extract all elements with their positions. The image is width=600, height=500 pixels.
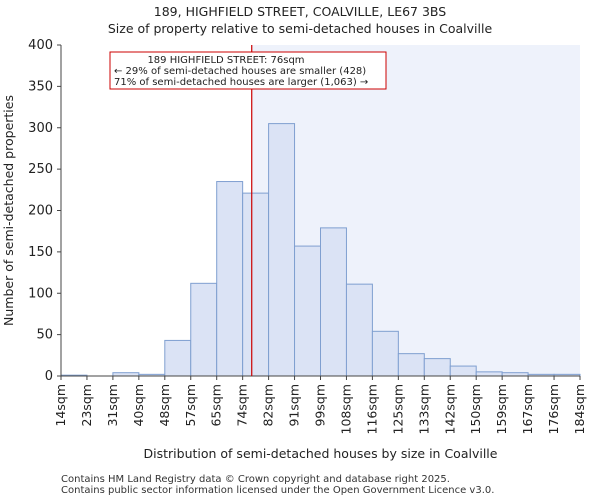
x-tick-label-74sqm: 74sqm	[235, 384, 250, 427]
bar-65sqm	[216, 181, 244, 377]
x-tick-label-91sqm: 91sqm	[287, 384, 302, 427]
y-tick-label-300: 300	[28, 121, 53, 136]
y-tick-label-400: 400	[28, 38, 53, 53]
x-tick-label-150sqm: 150sqm	[468, 384, 483, 434]
chart-title: 189, HIGHFIELD STREET, COALVILLE, LE67 3…	[153, 4, 447, 19]
annotation-box	[109, 51, 387, 90]
footer-licence: Contains public sector information licen…	[61, 485, 495, 496]
bar-116sqm	[371, 330, 399, 377]
bar-48sqm	[164, 339, 192, 377]
bar-108sqm	[345, 283, 373, 377]
bar-150sqm	[475, 371, 503, 377]
x-tick-label-31sqm: 31sqm	[105, 384, 120, 427]
bar-99sqm	[320, 227, 347, 377]
x-axis-title: Distribution of semi-detached houses by …	[144, 446, 498, 461]
annotation-title: 189 HIGHFIELD STREET: 76sqm	[147, 55, 304, 66]
y-tick-label-250: 250	[28, 162, 53, 177]
annotation-larger: 71% of semi-detached houses are larger (…	[114, 77, 368, 88]
y-tick-label-200: 200	[28, 204, 53, 219]
x-tick-label-57sqm: 57sqm	[183, 384, 198, 427]
annotation-smaller: ← 29% of semi-detached houses are smalle…	[114, 66, 366, 77]
x-tick-label-176sqm: 176sqm	[546, 384, 561, 434]
bar-125sqm	[397, 353, 425, 377]
x-tick-label-116sqm: 116sqm	[364, 384, 379, 434]
x-tick-label-184sqm: 184sqm	[572, 384, 587, 434]
chart-subtitle: Size of property relative to semi-detach…	[107, 21, 493, 36]
bar-142sqm	[449, 365, 477, 377]
x-tick-label-14sqm: 14sqm	[53, 384, 68, 427]
x-tick-label-142sqm: 142sqm	[442, 384, 457, 434]
y-tick-label-150: 150	[28, 245, 53, 260]
x-tick-label-23sqm: 23sqm	[79, 384, 94, 427]
x-tick-label-108sqm: 108sqm	[338, 384, 353, 434]
y-tick-label-0: 0	[45, 369, 53, 384]
y-axis-title: Number of semi-detached properties	[1, 95, 16, 326]
x-tick-label-82sqm: 82sqm	[261, 384, 276, 427]
x-tick-label-40sqm: 40sqm	[131, 384, 146, 427]
x-tick-label-65sqm: 65sqm	[209, 384, 224, 427]
x-tick-label-48sqm: 48sqm	[157, 384, 172, 427]
footer-copyright: Contains HM Land Registry data © Crown c…	[61, 474, 450, 485]
bar-82sqm	[268, 123, 296, 377]
bar-57sqm	[190, 282, 218, 377]
x-tick-label-167sqm: 167sqm	[520, 384, 535, 434]
y-tick-label-350: 350	[28, 79, 53, 94]
x-tick-label-159sqm: 159sqm	[494, 384, 509, 434]
y-tick-label-50: 50	[36, 328, 53, 343]
bar-133sqm	[423, 358, 451, 377]
bar-91sqm	[294, 245, 321, 377]
bar-74sqm	[242, 192, 270, 377]
x-tick-label-133sqm: 133sqm	[416, 384, 431, 434]
y-tick-label-100: 100	[28, 286, 53, 301]
x-tick-label-125sqm: 125sqm	[390, 384, 405, 434]
x-tick-label-99sqm: 99sqm	[313, 384, 328, 427]
